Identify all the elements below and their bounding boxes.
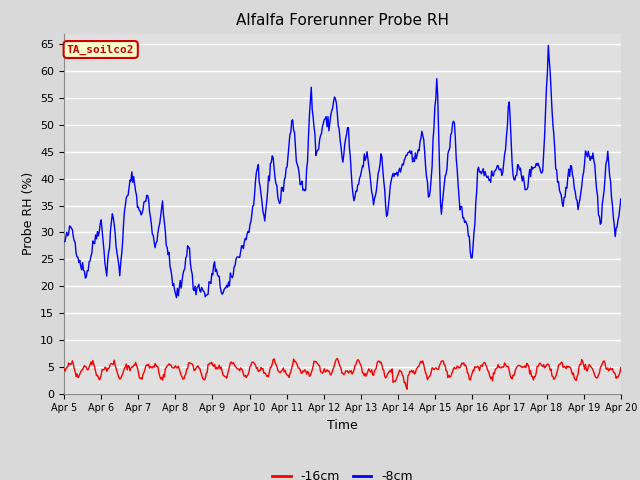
Y-axis label: Probe RH (%): Probe RH (%) — [22, 172, 35, 255]
Title: Alfalfa Forerunner Probe RH: Alfalfa Forerunner Probe RH — [236, 13, 449, 28]
Text: TA_soilco2: TA_soilco2 — [67, 44, 134, 55]
Legend: -16cm, -8cm: -16cm, -8cm — [267, 465, 418, 480]
X-axis label: Time: Time — [327, 419, 358, 432]
